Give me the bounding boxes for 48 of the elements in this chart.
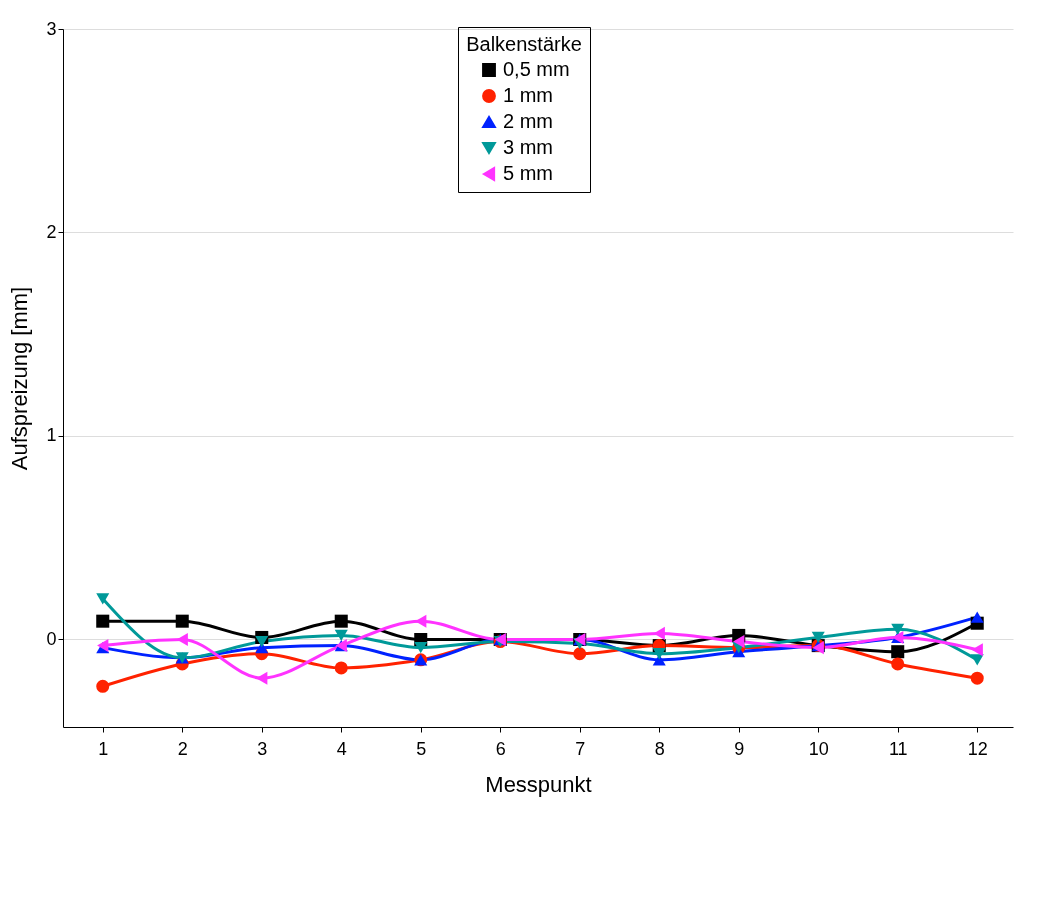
- point: [970, 671, 984, 685]
- legend-label: 0,5 mm: [503, 58, 570, 80]
- legend-label: 1 mm: [503, 84, 553, 106]
- point: [96, 679, 110, 693]
- point: [891, 645, 905, 659]
- y-tick-label: 2: [46, 222, 57, 242]
- x-tick-label: 7: [575, 738, 586, 759]
- x-tick-label: 5: [416, 738, 427, 759]
- point: [891, 623, 905, 635]
- point: [175, 614, 189, 628]
- x-tick-label: 1: [98, 738, 109, 759]
- point: [96, 593, 110, 605]
- point: [415, 614, 427, 628]
- point: [970, 611, 984, 623]
- legend-label: 3 mm: [503, 136, 553, 158]
- point: [334, 629, 348, 642]
- x-tick-label: 10: [808, 738, 829, 759]
- point: [256, 671, 268, 685]
- legend-label: 5 mm: [503, 162, 553, 184]
- x-tick-label: 6: [495, 738, 506, 759]
- point: [811, 631, 825, 644]
- y-axis-title: Aufspreizung [mm]: [7, 286, 33, 471]
- point: [176, 632, 188, 647]
- point: [414, 641, 428, 654]
- point: [334, 661, 348, 675]
- x-tick-label: 9: [734, 738, 745, 759]
- y-tick-label: 3: [46, 18, 57, 39]
- x-tick-label: 12: [967, 738, 988, 759]
- x-tick-label: 11: [888, 738, 908, 759]
- point: [733, 635, 745, 649]
- y-tick-label: 1: [46, 425, 57, 446]
- legend-label: 2 mm: [503, 110, 553, 132]
- x-tick-label: 8: [654, 738, 665, 759]
- point: [334, 614, 348, 628]
- y-tick-label: 0: [46, 629, 57, 649]
- point: [652, 648, 666, 660]
- point: [573, 647, 587, 661]
- point: [96, 614, 110, 628]
- point: [970, 654, 984, 666]
- legend-title: Balkenstärke: [466, 33, 582, 55]
- x-tick-label: 3: [257, 738, 268, 759]
- point: [255, 635, 269, 648]
- x-tick-label: 4: [336, 738, 347, 759]
- point: [653, 626, 665, 640]
- x-tick-label: 2: [177, 738, 188, 759]
- point: [891, 657, 905, 671]
- point: [971, 643, 983, 657]
- x-axis-title: Messpunkt: [485, 771, 592, 797]
